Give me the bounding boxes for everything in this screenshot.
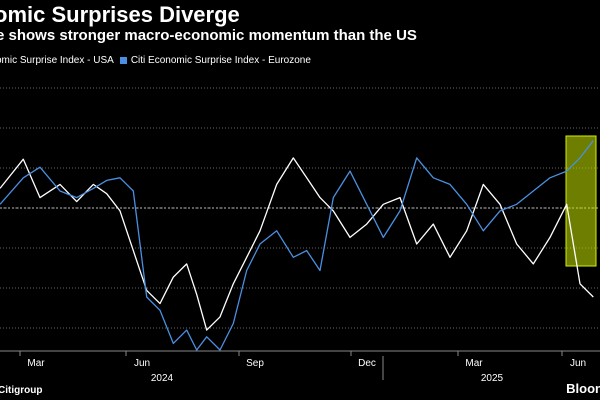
legend: omic Surprise Index - USA Citi Economic … <box>0 55 317 66</box>
x-tick-label-4: Mar <box>465 358 483 369</box>
legend-item-usa: omic Surprise Index - USA <box>0 55 114 66</box>
legend-swatch-eurozone <box>119 57 127 64</box>
series-line-0 <box>0 157 594 331</box>
x-tick-label-1: Jun <box>134 358 150 369</box>
x-tick-label-0: Mar <box>27 358 45 369</box>
x-tick-label-5: Jun <box>570 358 586 369</box>
legend-label-eurozone: Citi Economic Surprise Index - Eurozone <box>130 55 311 66</box>
year-label-0: 2024 <box>151 373 174 384</box>
highlight-box <box>565 135 597 267</box>
x-tick-label-3: Dec <box>358 358 376 369</box>
brand-label: Bloon <box>566 381 600 396</box>
series-line-1 <box>0 140 594 351</box>
chart-subtitle: e shows stronger macro-economic momentum… <box>0 27 417 44</box>
year-label-1: 2025 <box>481 373 504 384</box>
legend-item-eurozone: Citi Economic Surprise Index - Eurozone <box>119 55 311 66</box>
legend-label-usa: omic Surprise Index - USA <box>0 55 114 66</box>
chart-title: omic Surprises Diverge <box>0 2 240 27</box>
source-label: Citigroup <box>0 385 43 396</box>
x-tick-label-2: Sep <box>246 358 264 369</box>
